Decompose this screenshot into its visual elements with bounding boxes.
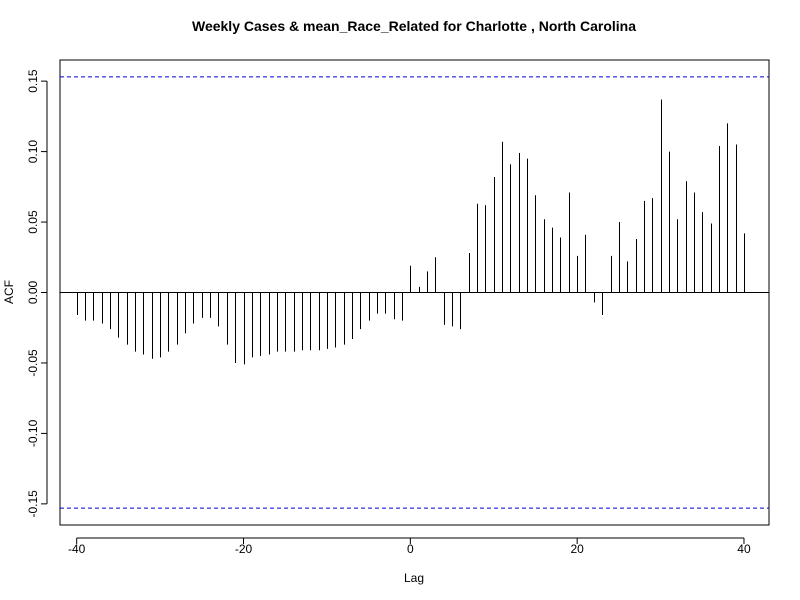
x-tick-label: 0 — [407, 542, 414, 556]
y-tick-label: 0.10 — [26, 140, 40, 164]
y-tick-label: 0.00 — [26, 280, 40, 304]
y-axis-label: ACF — [2, 280, 16, 304]
y-tick-label: -0.05 — [26, 349, 40, 377]
y-tick-label: 0.15 — [26, 69, 40, 93]
y-tick-label: 0.05 — [26, 210, 40, 234]
x-axis-label: Lag — [404, 571, 424, 585]
x-tick-label: -40 — [68, 542, 86, 556]
confidence-bounds — [60, 76, 769, 509]
y-tick-label: -0.10 — [26, 419, 40, 447]
y-axis: -0.15 -0.10 -0.05 0.00 0.05 0.10 0.15 — [26, 69, 48, 518]
y-tick-label: -0.15 — [26, 490, 40, 518]
acf-bars — [77, 99, 745, 365]
chart-title: Weekly Cases & mean_Race_Related for Cha… — [192, 18, 636, 34]
x-tick-label: -20 — [235, 542, 253, 556]
x-axis: -40 -20 0 20 40 — [68, 537, 751, 556]
x-tick-label: 20 — [570, 542, 584, 556]
x-tick-label: 40 — [737, 542, 751, 556]
